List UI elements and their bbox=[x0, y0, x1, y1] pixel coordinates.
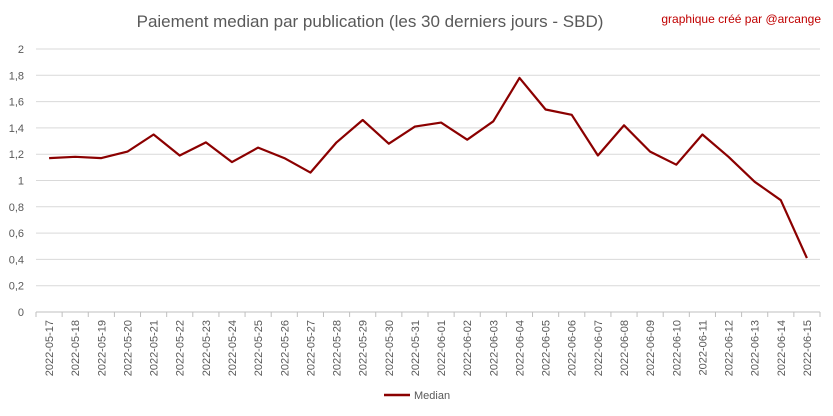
x-tick-label: 2022-05-26 bbox=[279, 320, 291, 376]
x-tick-label: 2022-06-15 bbox=[802, 320, 814, 376]
x-tick-label: 2022-06-10 bbox=[671, 320, 683, 376]
x-tick-label: 2022-05-23 bbox=[201, 320, 213, 376]
x-tick-label: 2022-06-07 bbox=[593, 320, 605, 376]
y-tick-label: 0,4 bbox=[9, 254, 24, 266]
chart-credit: graphique créé par @arcange bbox=[661, 12, 821, 26]
y-tick-label: 2 bbox=[18, 44, 24, 56]
x-tick-label: 2022-05-30 bbox=[384, 320, 396, 376]
y-tick-label: 1,8 bbox=[9, 70, 24, 82]
x-tick-label: 2022-06-09 bbox=[645, 320, 657, 376]
x-tick-label: 2022-06-03 bbox=[488, 320, 500, 376]
x-tick-label: 2022-05-29 bbox=[358, 320, 370, 376]
y-tick-label: 1,4 bbox=[9, 123, 24, 135]
x-tick-label: 2022-05-18 bbox=[70, 320, 82, 376]
x-tick-label: 2022-06-11 bbox=[697, 320, 709, 375]
x-tick-label: 2022-05-25 bbox=[253, 320, 265, 376]
series-line-median bbox=[49, 76, 808, 259]
x-tick-label: 2022-06-06 bbox=[567, 320, 579, 376]
x-tick-label: 2022-05-31 bbox=[410, 320, 422, 376]
x-tick-label: 2022-06-04 bbox=[514, 320, 526, 376]
y-tick-label: 1,2 bbox=[9, 149, 24, 161]
y-tick-label: 0,8 bbox=[9, 202, 24, 214]
x-tick-label: 2022-06-12 bbox=[724, 320, 736, 376]
chart-title: Paiement median par publication (les 30 … bbox=[136, 12, 604, 31]
x-tick-label: 2022-06-05 bbox=[541, 320, 553, 376]
x-tick-label: 2022-06-13 bbox=[750, 320, 762, 376]
x-tick-label: 2022-05-27 bbox=[305, 320, 317, 376]
x-tick-label: 2022-06-02 bbox=[462, 320, 474, 376]
x-tick-label: 2022-06-14 bbox=[776, 320, 788, 376]
x-tick-label: 2022-05-22 bbox=[175, 320, 187, 376]
x-tick-label: 2022-06-01 bbox=[436, 320, 448, 376]
x-tick-label: 2022-05-19 bbox=[96, 320, 108, 376]
y-tick-label: 1,6 bbox=[9, 97, 24, 109]
x-tick-label: 2022-05-17 bbox=[44, 320, 56, 376]
y-tick-label: 0,2 bbox=[9, 281, 24, 293]
y-tick-label: 1 bbox=[18, 176, 24, 188]
legend-label: Median bbox=[414, 390, 450, 402]
x-tick-label: 2022-06-08 bbox=[619, 320, 631, 376]
x-tick-label: 2022-05-28 bbox=[332, 320, 344, 376]
x-tick-label: 2022-05-21 bbox=[149, 320, 161, 376]
y-tick-label: 0 bbox=[18, 307, 24, 319]
x-tick-label: 2022-05-24 bbox=[227, 320, 239, 376]
y-tick-label: 0,6 bbox=[9, 228, 24, 240]
x-tick-label: 2022-05-20 bbox=[122, 320, 134, 376]
